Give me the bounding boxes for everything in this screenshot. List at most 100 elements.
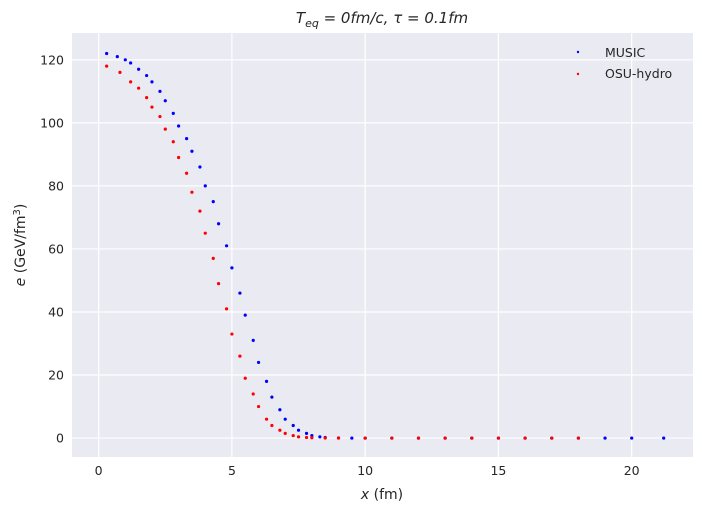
grid (72, 33, 693, 457)
point-osu-hydro (105, 64, 109, 68)
y-axis-label: e (GeV/fm3) (12, 204, 29, 287)
point-osu-hydro (304, 435, 309, 440)
point-osu-hydro (211, 256, 215, 260)
point-music (291, 423, 295, 428)
x-tick-label: 10 (357, 463, 373, 478)
point-music (238, 291, 242, 295)
point-osu-hydro (256, 404, 261, 409)
title-base: T (296, 9, 307, 27)
point-music (198, 165, 202, 169)
point-osu-hydro (278, 428, 282, 432)
y-tick-label: 20 (48, 368, 64, 383)
point-osu-hydro (264, 417, 269, 421)
point-osu-hydro (496, 436, 501, 440)
point-music (115, 55, 119, 59)
point-osu-hydro (390, 436, 394, 440)
point-osu-hydro (270, 423, 274, 428)
x-tick-label: 15 (490, 463, 506, 478)
point-osu-hydro (310, 436, 314, 440)
y-axis-unit-open: (GeV/fm (13, 215, 29, 277)
point-osu-hydro (291, 433, 295, 438)
point-osu-hydro (198, 209, 202, 213)
point-music (163, 99, 167, 103)
point-music (129, 61, 133, 65)
point-osu-hydro (118, 70, 122, 75)
point-osu-hydro (145, 96, 149, 100)
point-music (158, 89, 162, 93)
y-tick-label: 100 (40, 115, 64, 130)
point-osu-hydro (190, 190, 194, 194)
point-music (224, 244, 229, 248)
y-axis-superscript: 3 (12, 209, 23, 215)
point-osu-hydro (203, 231, 207, 235)
plot-background (72, 33, 693, 457)
point-music (230, 266, 234, 270)
point-osu-hydro (150, 105, 154, 109)
point-osu-hydro (185, 171, 189, 175)
point-osu-hydro (576, 436, 580, 440)
point-osu-hydro (363, 436, 367, 440)
legend-marker-music (576, 50, 580, 54)
title-subscript: eq (305, 17, 319, 30)
y-axis-var: e (13, 278, 29, 287)
point-music (283, 417, 287, 421)
point-music (243, 313, 247, 317)
point-music (171, 111, 175, 115)
point-osu-hydro (177, 155, 181, 160)
legend: MUSIC OSU-hydro (576, 45, 672, 81)
point-music (603, 436, 607, 440)
point-music (264, 379, 269, 383)
y-tick-label: 0 (56, 431, 64, 446)
point-music (278, 408, 282, 412)
point-music (145, 73, 149, 78)
point-music (350, 436, 354, 440)
point-osu-hydro (230, 332, 234, 336)
point-osu-hydro (523, 436, 527, 440)
point-osu-hydro (129, 80, 133, 84)
legend-marker-osu-hydro (576, 72, 580, 76)
legend-label-osu-hydro: OSU-hydro (605, 66, 672, 81)
point-music (256, 360, 261, 365)
point-osu-hydro (171, 140, 175, 144)
point-osu-hydro (443, 436, 447, 440)
point-music (304, 431, 309, 435)
point-osu-hydro (296, 435, 301, 439)
point-music (270, 395, 274, 399)
point-music (150, 80, 154, 84)
chart-title: Teq = 0fm/c, τ = 0.1fm (296, 9, 468, 30)
title-rest: = 0fm/c, τ = 0.1fm (319, 9, 468, 27)
scatter-points (105, 51, 666, 440)
point-osu-hydro (216, 282, 221, 286)
point-music (630, 436, 634, 440)
y-tick-label: 120 (40, 52, 64, 67)
x-axis-unit: (fm) (369, 487, 403, 503)
point-music (211, 200, 215, 204)
point-osu-hydro (137, 86, 141, 90)
legend-label-music: MUSIC (605, 45, 646, 60)
point-osu-hydro (550, 436, 554, 440)
y-tick-labels: 0 20 40 60 80 100 120 (40, 52, 64, 445)
x-axis-label: x (fm) (360, 487, 403, 503)
point-osu-hydro (323, 436, 327, 440)
point-music (310, 433, 314, 438)
point-osu-hydro (158, 114, 162, 119)
point-osu-hydro (243, 376, 247, 380)
point-music (105, 51, 109, 56)
point-music (123, 58, 127, 62)
x-tick-labels: 0 5 10 15 20 (95, 463, 640, 478)
x-tick-label: 20 (624, 463, 640, 478)
point-music (662, 436, 666, 440)
point-music (216, 222, 221, 226)
point-osu-hydro (224, 307, 229, 311)
y-axis-unit-close: ) (13, 204, 29, 209)
point-music (296, 428, 301, 432)
y-tick-label: 40 (48, 304, 64, 319)
point-music (190, 149, 194, 153)
point-osu-hydro (251, 392, 255, 396)
point-osu-hydro (416, 436, 421, 440)
point-music (177, 124, 181, 128)
point-music (203, 184, 207, 188)
x-axis-var: x (360, 487, 370, 503)
point-osu-hydro (336, 436, 341, 440)
